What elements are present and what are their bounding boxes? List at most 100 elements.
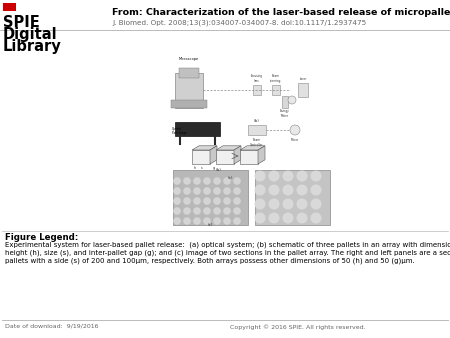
Circle shape [193, 197, 201, 205]
Text: h: h [194, 166, 196, 170]
Text: Microscope: Microscope [179, 57, 199, 61]
Bar [175, 122, 220, 136]
Text: Library: Library [3, 39, 62, 54]
Circle shape [255, 170, 266, 182]
Circle shape [173, 217, 181, 225]
Circle shape [183, 187, 191, 195]
Bar [282, 96, 288, 108]
Circle shape [173, 207, 181, 215]
Text: (b): (b) [254, 119, 260, 123]
Bar [173, 170, 248, 225]
Circle shape [173, 197, 181, 205]
Circle shape [288, 96, 296, 104]
Text: Mirror: Mirror [291, 138, 299, 142]
Circle shape [223, 207, 231, 215]
Text: Optical
Path Stage: Optical Path Stage [172, 127, 187, 135]
Circle shape [223, 177, 231, 185]
Text: Beam
Controller: Beam Controller [250, 138, 264, 147]
Circle shape [183, 197, 191, 205]
Circle shape [173, 187, 181, 195]
Circle shape [283, 185, 293, 195]
Circle shape [255, 185, 266, 195]
Bar [3, 3, 16, 11]
Circle shape [233, 217, 241, 225]
Text: Date of download:  9/19/2016: Date of download: 9/19/2016 [5, 324, 99, 329]
Circle shape [297, 198, 307, 210]
Polygon shape [216, 146, 241, 150]
Text: g: g [213, 166, 215, 170]
Text: Laser: Laser [299, 77, 307, 81]
Circle shape [283, 170, 293, 182]
Circle shape [223, 187, 231, 195]
Circle shape [269, 170, 279, 182]
Polygon shape [234, 146, 241, 164]
Bar [216, 150, 234, 164]
Text: (c): (c) [207, 223, 213, 227]
Text: Digital: Digital [3, 27, 58, 42]
Text: Energy
Meter: Energy Meter [280, 109, 290, 118]
Circle shape [297, 185, 307, 195]
Circle shape [283, 198, 293, 210]
Circle shape [223, 217, 231, 225]
Bar [240, 150, 258, 164]
Circle shape [310, 198, 321, 210]
Circle shape [310, 213, 321, 223]
Circle shape [269, 198, 279, 210]
Bar [192, 150, 210, 164]
Text: J. Biomed. Opt. 2008;13(3):034007-034007-8. doi:10.1117/1.2937475: J. Biomed. Opt. 2008;13(3):034007-034007… [112, 19, 366, 25]
Text: Beam
steering: Beam steering [270, 74, 282, 83]
Bar [255, 170, 330, 225]
Bar [248, 125, 266, 135]
Bar [179, 68, 199, 78]
Circle shape [297, 213, 307, 223]
Circle shape [183, 217, 191, 225]
Circle shape [203, 197, 211, 205]
Bar [272, 85, 280, 95]
Circle shape [310, 185, 321, 195]
Circle shape [213, 217, 221, 225]
Text: Experimental system for laser-based pallet release:  (a) optical system; (b) sch: Experimental system for laser-based pall… [5, 241, 450, 265]
Text: Figure Legend:: Figure Legend: [5, 233, 78, 242]
Circle shape [283, 213, 293, 223]
Polygon shape [258, 146, 265, 164]
Circle shape [233, 207, 241, 215]
Circle shape [213, 177, 221, 185]
Bar [253, 85, 261, 95]
Circle shape [255, 213, 266, 223]
FancyBboxPatch shape [175, 73, 203, 108]
Polygon shape [240, 146, 265, 150]
Circle shape [297, 170, 307, 182]
Text: Focusing
lens: Focusing lens [251, 74, 263, 83]
Circle shape [255, 198, 266, 210]
Bar [298, 83, 308, 97]
Text: Copyright © 2016 SPIE. All rights reserved.: Copyright © 2016 SPIE. All rights reserv… [230, 324, 365, 330]
Circle shape [223, 197, 231, 205]
Circle shape [233, 187, 241, 195]
Circle shape [213, 187, 221, 195]
Circle shape [183, 177, 191, 185]
Circle shape [213, 197, 221, 205]
Circle shape [233, 177, 241, 185]
Text: From: Characterization of the laser-based release of micropallets from arrays: From: Characterization of the laser-base… [112, 8, 450, 17]
Circle shape [269, 185, 279, 195]
Circle shape [173, 177, 181, 185]
Circle shape [193, 207, 201, 215]
Polygon shape [210, 146, 217, 164]
Circle shape [193, 187, 201, 195]
Circle shape [203, 177, 211, 185]
Text: (b): (b) [216, 168, 222, 172]
Circle shape [203, 207, 211, 215]
Text: SPIE: SPIE [3, 15, 40, 30]
Circle shape [233, 197, 241, 205]
Text: (c): (c) [227, 176, 233, 180]
Circle shape [213, 207, 221, 215]
Text: s: s [201, 166, 203, 170]
Circle shape [193, 177, 201, 185]
Bar [171, 100, 207, 108]
Circle shape [203, 217, 211, 225]
Circle shape [193, 217, 201, 225]
Circle shape [310, 170, 321, 182]
Circle shape [269, 213, 279, 223]
Circle shape [290, 125, 300, 135]
Circle shape [183, 207, 191, 215]
